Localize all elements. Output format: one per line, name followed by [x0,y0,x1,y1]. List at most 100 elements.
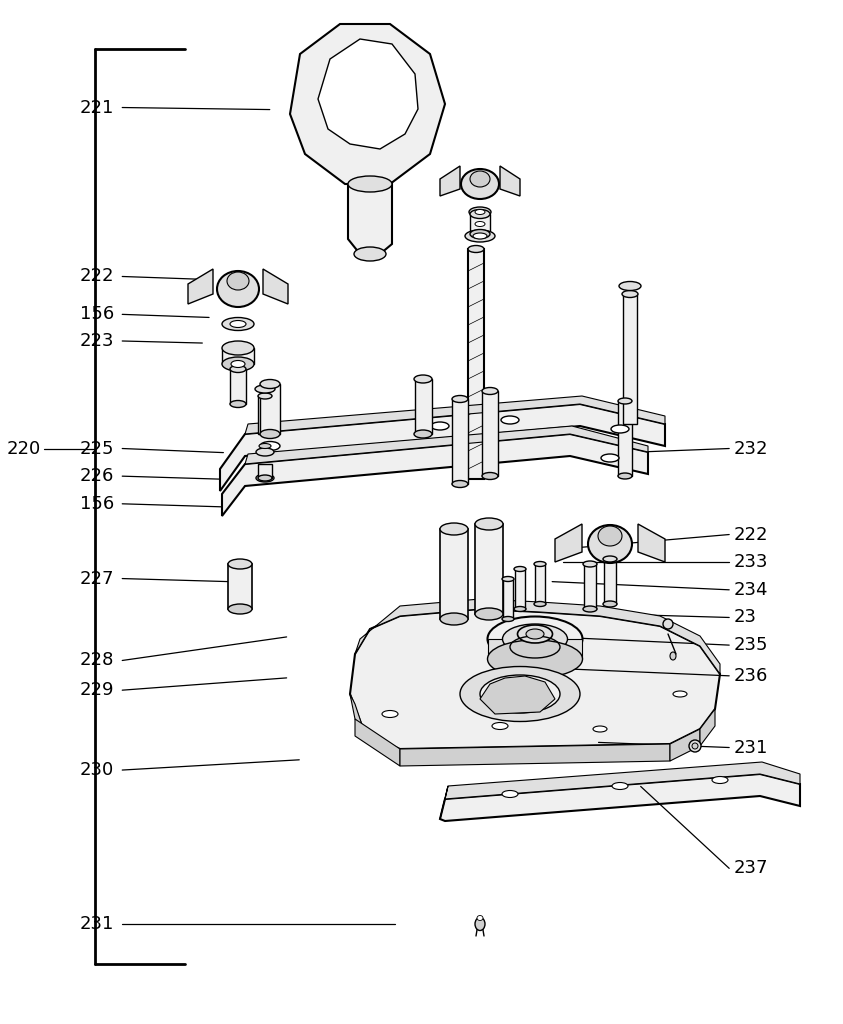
Text: 235: 235 [733,636,768,654]
Text: 226: 226 [80,467,115,485]
Ellipse shape [382,711,398,718]
Polygon shape [258,464,272,478]
Text: 228: 228 [80,651,115,670]
Ellipse shape [470,171,490,187]
Ellipse shape [487,640,583,678]
Polygon shape [318,39,418,150]
Polygon shape [468,249,484,479]
Text: 227: 227 [80,569,115,588]
Ellipse shape [712,776,728,783]
Polygon shape [290,24,445,184]
Ellipse shape [598,526,622,546]
Ellipse shape [470,229,490,239]
Ellipse shape [256,474,274,482]
Ellipse shape [440,523,468,535]
Ellipse shape [260,429,280,438]
Ellipse shape [228,604,252,614]
Ellipse shape [588,525,632,563]
Ellipse shape [526,629,544,639]
Polygon shape [500,166,520,196]
Polygon shape [503,579,513,618]
Ellipse shape [618,398,632,404]
Ellipse shape [514,566,526,571]
Text: 221: 221 [80,98,115,117]
Polygon shape [258,396,272,434]
Polygon shape [604,559,616,604]
Ellipse shape [670,652,676,660]
Ellipse shape [611,425,629,433]
Ellipse shape [414,430,432,438]
Ellipse shape [260,441,280,451]
Text: 233: 233 [733,553,768,571]
Polygon shape [188,269,213,304]
Ellipse shape [534,561,546,566]
Ellipse shape [475,210,485,214]
Ellipse shape [230,366,246,373]
Ellipse shape [618,473,632,479]
Ellipse shape [230,400,246,408]
Text: 222: 222 [733,525,768,544]
Polygon shape [220,404,665,490]
Text: 237: 237 [733,859,768,878]
Text: 234: 234 [733,581,768,599]
Polygon shape [400,744,670,766]
Ellipse shape [622,291,638,298]
Ellipse shape [222,357,254,371]
Ellipse shape [612,782,628,790]
Ellipse shape [583,561,597,567]
Text: 232: 232 [733,439,768,458]
Polygon shape [245,396,665,434]
Polygon shape [700,709,715,746]
Polygon shape [488,639,582,659]
Ellipse shape [473,233,487,239]
Polygon shape [470,214,490,234]
Ellipse shape [354,247,386,261]
Ellipse shape [470,210,490,218]
Text: 156: 156 [80,495,115,513]
Ellipse shape [465,230,495,242]
Text: 220: 220 [7,439,41,458]
Text: 231: 231 [733,738,768,757]
Ellipse shape [440,613,468,625]
Ellipse shape [230,321,246,328]
Polygon shape [263,269,288,304]
Ellipse shape [460,667,580,722]
Polygon shape [440,166,460,196]
Polygon shape [445,762,800,799]
Polygon shape [623,294,637,424]
Ellipse shape [583,606,597,612]
Ellipse shape [475,221,485,226]
Ellipse shape [593,726,607,732]
Ellipse shape [663,618,673,629]
Ellipse shape [222,341,254,355]
Ellipse shape [673,691,687,697]
Polygon shape [584,564,596,609]
Polygon shape [355,719,400,766]
Ellipse shape [480,675,560,713]
Ellipse shape [492,723,508,729]
Ellipse shape [260,380,280,388]
Ellipse shape [502,624,567,654]
Text: 23: 23 [733,608,756,627]
Ellipse shape [452,480,468,487]
Polygon shape [482,391,498,476]
Polygon shape [222,434,648,516]
Polygon shape [230,369,246,404]
Ellipse shape [514,606,526,611]
Text: 156: 156 [80,305,115,324]
Polygon shape [440,774,800,821]
Ellipse shape [259,443,271,449]
Polygon shape [245,426,648,464]
Polygon shape [515,569,525,609]
Ellipse shape [619,282,641,291]
Text: 231: 231 [80,914,115,933]
Ellipse shape [228,559,252,569]
Ellipse shape [255,385,275,393]
Polygon shape [440,529,468,618]
Polygon shape [452,399,468,484]
Polygon shape [350,694,365,734]
Ellipse shape [482,472,498,479]
Ellipse shape [501,416,519,424]
Polygon shape [355,599,720,674]
Ellipse shape [217,271,259,307]
